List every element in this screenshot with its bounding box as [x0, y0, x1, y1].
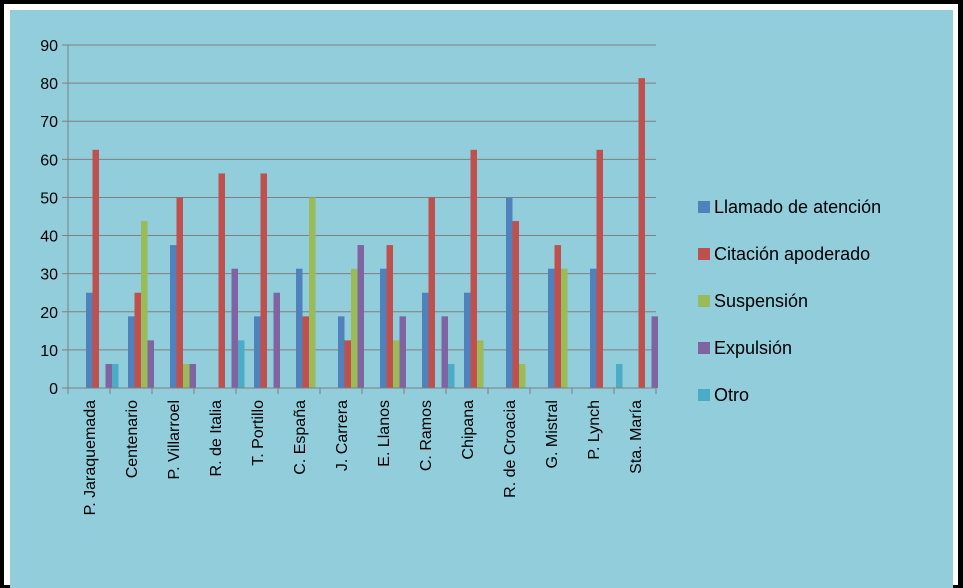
- bars: [86, 78, 658, 388]
- x-tick-label: Chipana: [460, 400, 477, 460]
- bar-citacion-apoderado: [134, 292, 141, 388]
- bar-llamado-de-atencion: [338, 316, 345, 388]
- y-tick-label: 20: [40, 305, 58, 322]
- x-tick-label: T. Portillo: [250, 400, 267, 466]
- bar-expulsion: [399, 316, 406, 388]
- bar-llamado-de-atencion: [506, 197, 513, 388]
- bar-expulsion: [147, 340, 154, 388]
- bar-expulsion: [273, 292, 280, 388]
- chart-area: [10, 10, 953, 588]
- bar-otro: [112, 363, 119, 388]
- bar-llamado-de-atencion: [464, 292, 471, 388]
- bar-citacion-apoderado: [260, 173, 267, 388]
- y-tick-label: 40: [40, 229, 58, 246]
- legend-item-citacion-apoderado: Citación apoderado: [698, 244, 870, 264]
- x-tick-label: J. Carrera: [334, 400, 351, 471]
- x-tick-label: P. Lynch: [586, 400, 603, 460]
- x-tick-label: G. Mistral: [544, 400, 561, 468]
- axes: [62, 44, 657, 394]
- y-tick-label: 10: [40, 343, 58, 360]
- bar-expulsion: [441, 316, 448, 388]
- bar-llamado-de-atencion: [590, 268, 597, 388]
- y-tick-label: 60: [40, 152, 58, 169]
- bar-citacion-apoderado: [218, 173, 225, 388]
- bar-llamado-de-atencion: [170, 245, 177, 388]
- legend: Llamado de atención Citación apoderado Sus…: [698, 197, 881, 405]
- bar-otro: [616, 363, 623, 388]
- x-tick-label: C. Ramos: [418, 400, 435, 471]
- bar-citacion-apoderado: [386, 245, 393, 388]
- x-tick-labels: P. Jaraquemada Centenario P. Villarroel R. …: [82, 400, 645, 515]
- bar-citacion-apoderado: [512, 221, 519, 388]
- bar-expulsion: [189, 363, 196, 388]
- bar-llamado-de-atencion: [86, 292, 93, 388]
- y-tick-label: 70: [40, 114, 58, 131]
- y-tick-label: 80: [40, 76, 58, 93]
- y-tick-label: 0: [49, 381, 58, 398]
- y-tick-label: 90: [40, 38, 58, 55]
- bar-citacion-apoderado: [596, 149, 603, 388]
- bar-llamado-de-atencion: [548, 268, 555, 388]
- bar-citacion-apoderado: [176, 197, 183, 388]
- bar-citacion-apoderado: [428, 197, 435, 388]
- x-tick-label: Centenario: [124, 400, 141, 478]
- bar-suspension: [393, 340, 400, 388]
- bar-citacion-apoderado: [92, 149, 99, 388]
- legend-label: Otro: [714, 385, 749, 405]
- legend-swatch: [698, 342, 710, 354]
- legend-swatch: [698, 201, 710, 213]
- bar-citacion-apoderado: [344, 340, 351, 388]
- legend-swatch: [698, 389, 710, 401]
- x-tick-label: R. de Italia: [208, 400, 225, 477]
- bar-citacion-apoderado: [302, 316, 309, 388]
- bar-otro: [448, 363, 455, 388]
- bar-citacion-apoderado: [554, 245, 561, 388]
- legend-swatch: [698, 248, 710, 260]
- bar-suspension: [477, 340, 484, 388]
- bar-llamado-de-atencion: [380, 268, 387, 388]
- bar-expulsion: [357, 245, 364, 388]
- bar-expulsion: [651, 316, 658, 388]
- legend-label: Expulsión: [714, 338, 792, 358]
- legend-item-suspension: Suspensión: [698, 291, 808, 311]
- legend-item-expulsion: Expulsión: [698, 338, 792, 358]
- y-tick-label: 30: [40, 267, 58, 284]
- bar-llamado-de-atencion: [296, 268, 303, 388]
- legend-item-llamado-de-atencion: Llamado de atención: [698, 197, 881, 217]
- bar-citacion-apoderado: [638, 78, 645, 388]
- bar-expulsion: [231, 268, 238, 388]
- x-tick-label: Sta. María: [628, 400, 645, 474]
- x-tick-label: E. Llanos: [376, 400, 393, 467]
- legend-item-otro: Otro: [698, 385, 749, 405]
- x-tick-label: P. Villarroel: [166, 400, 183, 479]
- x-tick-label: R. de Croacia: [502, 400, 519, 498]
- legend-label: Llamado de atención: [714, 197, 881, 217]
- bar-otro: [238, 340, 245, 388]
- y-tick-label: 50: [40, 190, 58, 207]
- bar-llamado-de-atencion: [254, 316, 261, 388]
- legend-label: Suspensión: [714, 291, 808, 311]
- y-tick-labels: 0 10 20 30 40 50 60 70 80 90: [40, 38, 58, 398]
- bar-suspension: [519, 363, 526, 388]
- bar-llamado-de-atencion: [422, 292, 429, 388]
- bar-suspension: [183, 363, 190, 388]
- bar-expulsion: [105, 363, 112, 388]
- bar-suspension: [309, 197, 316, 388]
- x-tick-label: C. España: [292, 400, 309, 475]
- bar-suspension: [561, 268, 568, 388]
- x-tick-label: P. Jaraquemada: [82, 400, 99, 515]
- bar-llamado-de-atencion: [128, 316, 135, 388]
- bar-citacion-apoderado: [470, 149, 477, 388]
- legend-swatch: [698, 295, 710, 307]
- legend-label: Citación apoderado: [714, 244, 870, 264]
- bar-suspension: [351, 268, 358, 388]
- bar-suspension: [141, 221, 148, 388]
